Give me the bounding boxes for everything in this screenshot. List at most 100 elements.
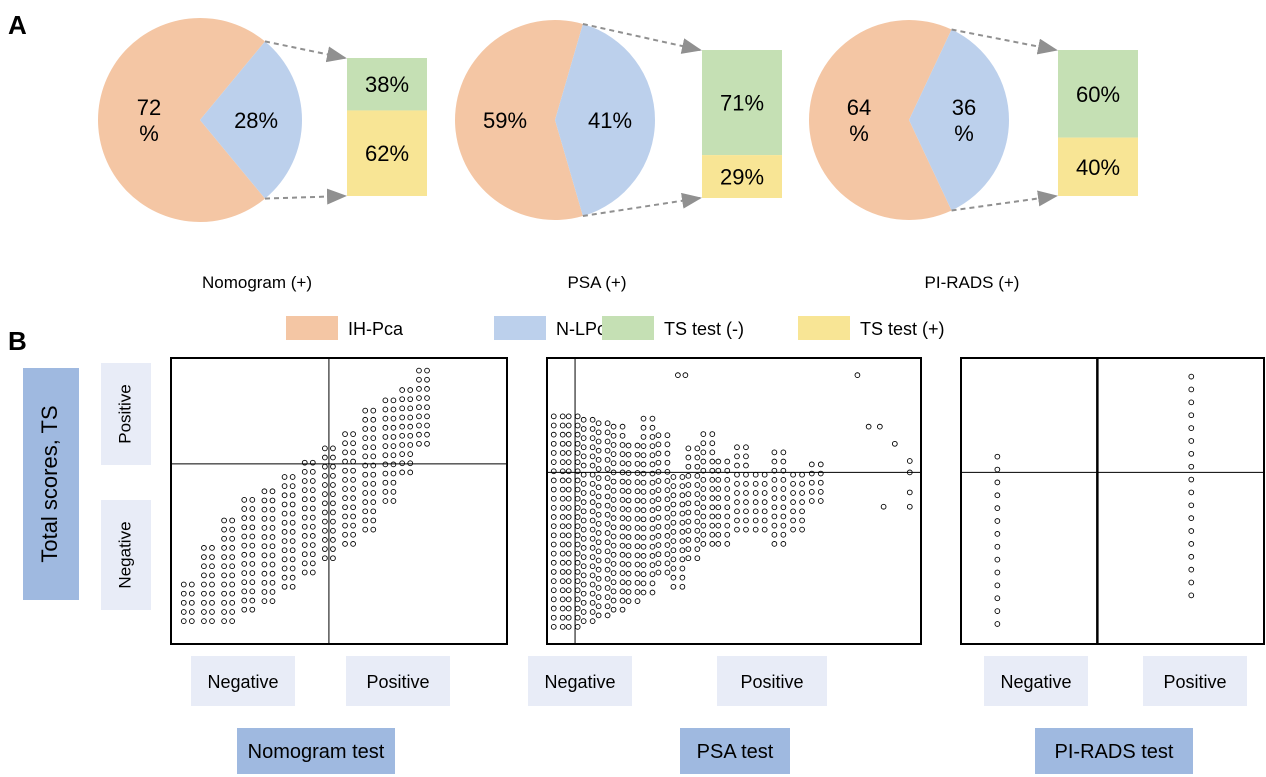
breakdown-bar-ts-negative (1058, 50, 1138, 138)
scatter-point (574, 440, 581, 447)
scatter-point (595, 521, 602, 527)
scatter-point (241, 606, 248, 613)
scatter-point (761, 480, 768, 487)
scatter-point (589, 444, 596, 451)
scatter-point (580, 499, 587, 505)
scatter-point (906, 503, 913, 510)
scatter-point (407, 414, 414, 421)
scatter-point (382, 424, 389, 431)
scatter-point (322, 491, 328, 497)
scatter-frame (960, 357, 1265, 645)
scatter-point (550, 541, 557, 548)
scatter-point (382, 461, 389, 468)
scatter-point (390, 498, 397, 504)
scatter-point (625, 534, 632, 540)
scatter-point (301, 569, 308, 576)
scatter-point (799, 508, 805, 515)
scatter-point (709, 504, 716, 511)
scatter-point (550, 477, 557, 484)
scatter-point (709, 531, 716, 538)
scatter-point (574, 486, 581, 493)
scatter-point (670, 474, 677, 480)
scatter-point (574, 495, 581, 502)
scatter-point (399, 405, 406, 412)
scatter-point (269, 488, 276, 495)
scatter-point (370, 526, 377, 533)
scatter-point (640, 507, 647, 514)
scatter-point (209, 545, 215, 551)
scatter-point (610, 533, 617, 540)
scatter-point (330, 491, 336, 497)
scatter-point (625, 515, 632, 522)
scatter-point (994, 531, 1001, 537)
breakdown-label-ts-positive: 40% (1076, 155, 1120, 180)
scatter-point (685, 491, 692, 497)
scatter-point (640, 452, 647, 459)
scatter-point (589, 480, 596, 487)
scatter-point (780, 531, 787, 538)
scatter-point (619, 469, 626, 476)
pie-slice-ih-pca (809, 20, 952, 220)
scatter-point (709, 486, 716, 492)
scatter-point (342, 541, 348, 547)
scatter-point (625, 451, 632, 458)
scatter-point (780, 476, 787, 483)
scatter-point (209, 609, 215, 615)
scatter-point (261, 534, 268, 540)
scatter-point (559, 514, 566, 520)
scatter-point (679, 492, 686, 499)
scatter-point (249, 588, 256, 595)
scatter-point (670, 547, 677, 554)
scatter-point (664, 441, 671, 448)
scatter-point (330, 445, 336, 452)
scatter-point (694, 445, 701, 452)
scatter-point (709, 522, 716, 529)
breakdown-bar-ts-negative (347, 58, 427, 111)
scatter-point (595, 493, 602, 500)
scatter-point (424, 422, 430, 429)
scatter-point (350, 522, 356, 529)
scatter-point (269, 506, 276, 513)
scatter-point (1188, 502, 1195, 509)
scatter-point (322, 482, 328, 488)
scatter-point (188, 599, 195, 606)
scatter-point (700, 522, 707, 529)
scatter-point (281, 483, 288, 489)
scatter-point (322, 537, 328, 543)
scatter-point (604, 603, 611, 610)
scatter-point (634, 515, 641, 522)
scatter-point (309, 551, 316, 558)
scatter-point (625, 543, 632, 550)
scatter-point (261, 598, 268, 604)
scatter-point (424, 376, 430, 383)
scatter-point (416, 395, 422, 401)
scatter-point (416, 404, 422, 411)
scatter-point (550, 569, 557, 575)
scatter-point (559, 559, 566, 566)
scatter-point (580, 453, 587, 460)
scatter-point (664, 551, 671, 558)
scatter-point (619, 497, 626, 503)
scatter-point (604, 429, 611, 436)
scatter-point (241, 506, 248, 512)
scatter-point (604, 420, 611, 427)
scatter-point (655, 569, 662, 576)
scatter-point (209, 581, 215, 588)
pie-slice-label: 59% (483, 108, 527, 133)
scatter-point (634, 598, 641, 604)
scatter-point (559, 468, 566, 475)
scatter-point (416, 422, 422, 429)
scatter-point (604, 466, 611, 472)
scatter-point (743, 490, 749, 496)
scatter-point (370, 499, 377, 505)
scatter-point (390, 488, 397, 495)
scatter-point (790, 517, 796, 524)
scatter-point (180, 618, 187, 624)
scatter-point (580, 572, 587, 579)
scatter-point (743, 471, 749, 478)
x-category-label: Positive (740, 672, 803, 692)
scatter-point (761, 471, 768, 478)
scatter-point (619, 561, 626, 567)
scatter-point (709, 449, 716, 456)
scatter-point (382, 488, 389, 495)
